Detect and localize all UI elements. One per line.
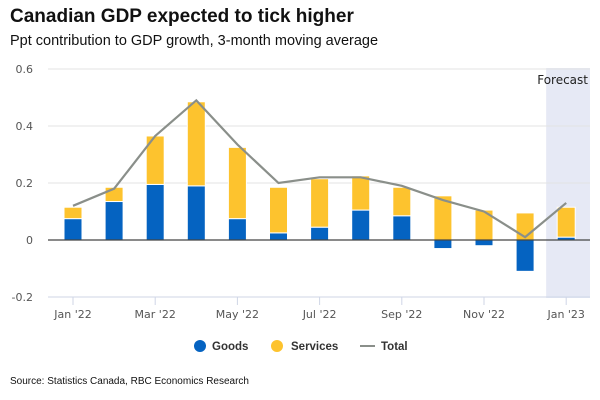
axes: -0.2 0 0.2 0.4 0.6 Jan '22 Mar '22 May '22 Jul '… xyxy=(12,63,590,321)
bar-goods xyxy=(474,239,494,247)
bars xyxy=(63,101,576,272)
bar-services xyxy=(392,186,412,217)
y-tick-label: 0.2 xyxy=(16,177,34,190)
bar-services xyxy=(310,178,330,228)
chart-title: Canadian GDP expected to tick higher xyxy=(10,6,354,27)
bar-goods xyxy=(104,201,124,241)
y-tick-label: -0.2 xyxy=(12,291,33,304)
legend: Goods Services Total xyxy=(194,340,408,353)
bar-goods xyxy=(392,215,412,241)
bar-services xyxy=(186,101,206,187)
bar-goods xyxy=(310,226,330,241)
y-tick-label: 0.6 xyxy=(16,63,34,76)
bar-goods xyxy=(145,183,165,241)
legend-services-marker xyxy=(271,340,283,352)
legend-total-label: Total xyxy=(381,341,408,353)
x-tick-label: Mar '22 xyxy=(135,308,176,321)
bar-services xyxy=(556,206,576,238)
legend-services-label: Services xyxy=(291,341,338,353)
source-note: Source: Statistics Canada, RBC Economics… xyxy=(10,376,249,387)
bar-goods xyxy=(433,239,453,250)
bar-goods xyxy=(63,218,83,241)
x-tick-label: Jan '23 xyxy=(546,308,584,321)
total-line-layer xyxy=(72,98,567,239)
legend-goods-label: Goods xyxy=(212,341,248,353)
bar-services xyxy=(269,186,288,234)
bar-goods xyxy=(269,232,288,241)
bar-services xyxy=(351,175,371,211)
x-tick-label: Jan '22 xyxy=(53,308,91,321)
y-tick-label: 0.4 xyxy=(16,120,34,133)
bar-goods xyxy=(351,209,371,241)
bar-goods xyxy=(186,185,206,241)
bar-services xyxy=(227,146,247,220)
x-tick-label: Jul '22 xyxy=(302,308,337,321)
bar-goods xyxy=(227,218,247,241)
x-tick-label: Nov '22 xyxy=(463,308,505,321)
forecast-label: Forecast xyxy=(537,73,588,87)
bar-goods xyxy=(515,239,535,272)
x-tick-label: Sep '22 xyxy=(381,308,422,321)
legend-goods-marker xyxy=(194,340,206,352)
x-tick-label: May '22 xyxy=(216,308,259,321)
y-tick-label: 0 xyxy=(26,234,33,247)
total-line xyxy=(72,98,567,239)
chart-subtitle: Ppt contribution to GDP growth, 3-month … xyxy=(10,33,379,49)
bar-services xyxy=(63,206,83,220)
